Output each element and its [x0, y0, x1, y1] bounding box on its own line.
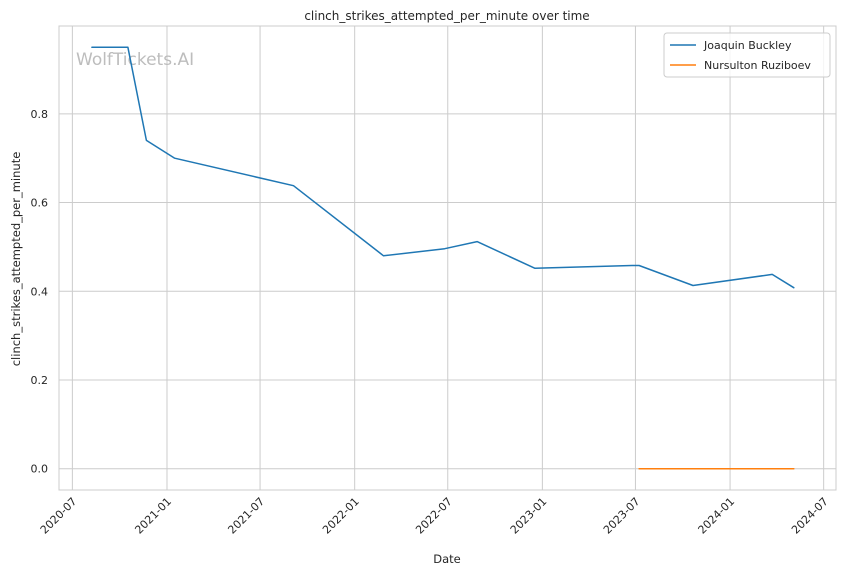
- y-tick-label: 0.4: [31, 285, 49, 298]
- watermark: WolfTickets.AI: [76, 50, 194, 70]
- legend: Joaquin Buckley Nursulton Ruziboev: [663, 32, 831, 78]
- chart-title: clinch_strikes_attempted_per_minute over…: [304, 9, 589, 23]
- y-axis-label: clinch_strikes_attempted_per_minute: [9, 152, 23, 367]
- series-layer: [91, 46, 795, 470]
- y-tick-label: 0.2: [31, 374, 49, 387]
- series-line-0: [91, 46, 795, 289]
- legend-label-1: Nursulton Ruziboev: [704, 59, 811, 72]
- legend-box: [663, 32, 831, 78]
- plot-area-frame: [58, 25, 837, 491]
- legend-label-0: Joaquin Buckley: [703, 39, 792, 52]
- y-tick-label: 0.0: [31, 463, 49, 476]
- y-tick-labels: 0.0 0.2 0.4 0.6 0.8: [31, 108, 49, 476]
- x-axis-label: Date: [433, 552, 461, 566]
- y-tick-label: 0.8: [31, 108, 49, 121]
- y-tick-label: 0.6: [31, 197, 49, 210]
